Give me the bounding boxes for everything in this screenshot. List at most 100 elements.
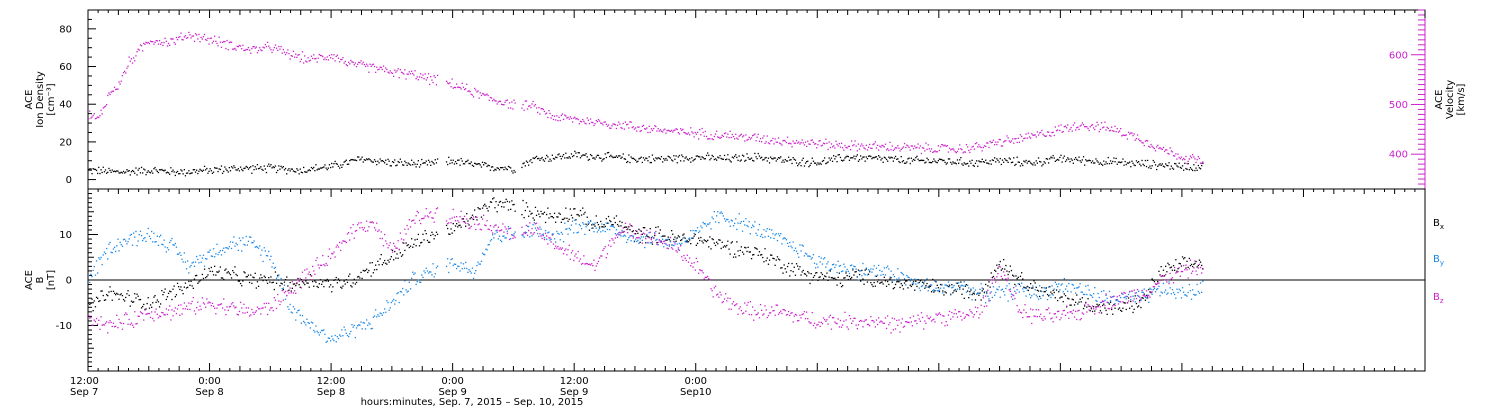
bx-series-point xyxy=(458,224,460,227)
bx-series-point xyxy=(656,242,658,244)
by-series-point xyxy=(992,286,995,288)
bx-series-point xyxy=(363,270,365,272)
bx-series-point xyxy=(501,206,503,208)
density-series-point xyxy=(298,173,300,175)
density-series-point xyxy=(919,159,921,162)
by-series-point xyxy=(268,250,270,253)
density-series-point xyxy=(300,171,302,173)
bx-series-point xyxy=(920,279,923,281)
velocity-series-point xyxy=(344,60,346,63)
velocity-series-point xyxy=(335,55,337,58)
by-series-point xyxy=(774,234,776,236)
by-series-point xyxy=(479,263,481,265)
bz-series-point xyxy=(851,322,853,324)
bx-series-point xyxy=(196,274,198,277)
density-series-point xyxy=(1034,164,1036,166)
bz-series-point xyxy=(817,323,819,326)
velocity-series-point xyxy=(603,121,605,123)
density-series-point xyxy=(998,161,1000,163)
density-series-point xyxy=(702,157,704,159)
by-series-point xyxy=(764,236,766,238)
by-series-point xyxy=(684,241,686,243)
velocity-series-point xyxy=(955,152,957,154)
bz-series-point xyxy=(346,233,349,235)
velocity-series-point xyxy=(844,144,846,147)
by-series-point xyxy=(1088,289,1090,291)
by-series-point xyxy=(556,230,558,233)
bz-series-point xyxy=(403,239,405,241)
density-series-point xyxy=(271,167,273,169)
by-series-point xyxy=(262,260,264,263)
bx-series-point xyxy=(239,282,242,285)
by-series-point xyxy=(723,218,726,220)
density-series-point xyxy=(508,166,511,168)
bz-series-point xyxy=(772,310,774,312)
bx-series-point xyxy=(1195,260,1197,263)
density-series-point xyxy=(882,161,884,163)
by-series-point xyxy=(134,236,136,238)
by-series-point xyxy=(226,247,228,249)
bz-series-point xyxy=(883,322,885,324)
by-series-point xyxy=(1201,291,1203,293)
bz-series-point xyxy=(953,313,955,315)
bz-series-point xyxy=(750,314,753,316)
bz-series-point xyxy=(178,304,180,306)
by-series-point xyxy=(716,215,718,217)
by-series-point xyxy=(1107,302,1109,304)
velocity-series-point xyxy=(157,43,160,45)
velocity-series-point xyxy=(729,130,731,132)
velocity-series-point xyxy=(350,59,352,62)
density-series-point xyxy=(762,159,764,161)
velocity-series-point xyxy=(825,138,827,140)
bx-series-point xyxy=(845,272,847,274)
by-series-point xyxy=(848,272,851,275)
bx-series-point xyxy=(534,206,537,208)
by-series-point xyxy=(1163,291,1166,293)
by-series-point xyxy=(1116,299,1118,301)
bz-series-point xyxy=(470,225,472,227)
bz-series-point xyxy=(1159,279,1161,282)
bz-series-point xyxy=(813,322,816,324)
velocity-series-point xyxy=(611,125,613,127)
density-series-point xyxy=(1014,164,1016,166)
velocity-series-point xyxy=(869,143,871,146)
velocity-series-point xyxy=(656,130,658,132)
by-series-point xyxy=(436,265,439,267)
bz-series-point xyxy=(639,229,641,232)
by-series-point xyxy=(770,237,772,239)
by-series-point xyxy=(781,243,783,245)
by-series-point xyxy=(1089,294,1091,296)
density-series-point xyxy=(376,164,378,166)
bz-series-point xyxy=(1079,319,1081,321)
bz-series-point xyxy=(1138,295,1140,297)
density-series-point xyxy=(920,159,923,161)
by-series-point xyxy=(412,271,414,273)
bx-series-point xyxy=(1014,283,1016,286)
bz-series-point xyxy=(1116,296,1118,298)
velocity-series-point xyxy=(970,148,972,151)
bz-series-point xyxy=(133,326,135,328)
velocity-series-point xyxy=(929,150,932,152)
bz-series-point xyxy=(196,306,198,309)
density-series-point xyxy=(264,168,266,170)
bx-series-point xyxy=(807,271,809,273)
bx-series-point xyxy=(687,241,690,243)
velocity-series-point xyxy=(1021,135,1023,138)
density-series-point xyxy=(916,155,918,157)
velocity-series-point xyxy=(833,145,835,147)
velocity-series-point xyxy=(690,127,692,129)
bz-series-point xyxy=(256,306,259,308)
by-series-point xyxy=(1199,282,1202,284)
bz-series-point xyxy=(152,317,154,320)
bx-series-point xyxy=(824,275,826,277)
by-series-point xyxy=(300,322,302,324)
velocity-series-point xyxy=(1087,127,1089,130)
bz-series-point xyxy=(933,318,935,320)
by-series-point xyxy=(996,288,998,290)
bx-series-point xyxy=(960,281,962,283)
velocity-series-point xyxy=(753,134,755,136)
by-series-point xyxy=(1066,285,1068,287)
bz-series-point xyxy=(260,313,262,315)
density-series-point xyxy=(399,158,401,160)
velocity-series-point xyxy=(1086,126,1088,128)
